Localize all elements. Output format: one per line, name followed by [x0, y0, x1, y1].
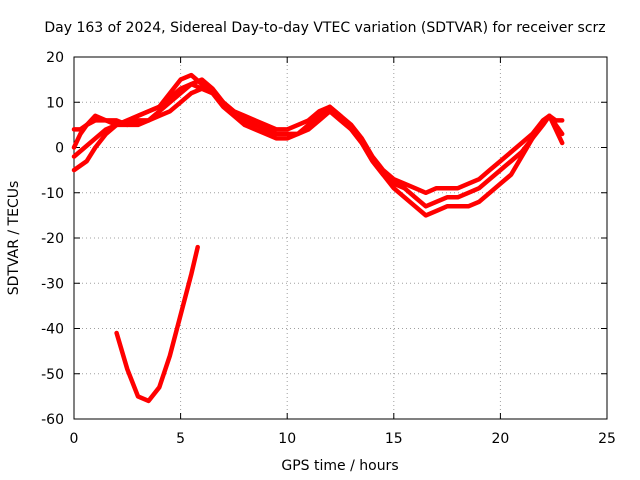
y-tick-label: -50 — [41, 367, 64, 383]
chart-title: Day 163 of 2024, Sidereal Day-to-day VTE… — [44, 20, 605, 36]
x-axis-label: GPS time / hours — [281, 458, 398, 474]
y-tick-label: 0 — [55, 141, 64, 157]
y-axis-label: SDTVAR / TECUs — [6, 181, 22, 296]
x-tick-label: 20 — [491, 431, 509, 447]
x-tick-label: 25 — [598, 431, 616, 447]
x-tick-label: 15 — [385, 431, 403, 447]
y-tick-label: -30 — [41, 276, 64, 292]
series-line-track-4 — [71, 72, 226, 159]
y-tick-label: -10 — [41, 186, 64, 202]
series-line-short-track — [114, 244, 200, 404]
y-tick-label: 10 — [46, 95, 64, 111]
y-tick-label: -40 — [41, 322, 64, 338]
axis-ticks: 0 5 10 15 20 25 -60 -50 -40 -30 -20 -10 0 10 20 — [41, 50, 616, 447]
series-line-track-3 — [71, 86, 565, 218]
series-line-track-1 — [71, 77, 565, 196]
x-tick-label: 10 — [278, 431, 296, 447]
y-tick-label: -20 — [41, 231, 64, 247]
x-tick-label: 5 — [176, 431, 185, 447]
y-tick-label: 20 — [46, 50, 64, 66]
x-tick-label: 0 — [70, 431, 79, 447]
data-series — [71, 72, 565, 404]
y-tick-label: -60 — [41, 412, 64, 428]
